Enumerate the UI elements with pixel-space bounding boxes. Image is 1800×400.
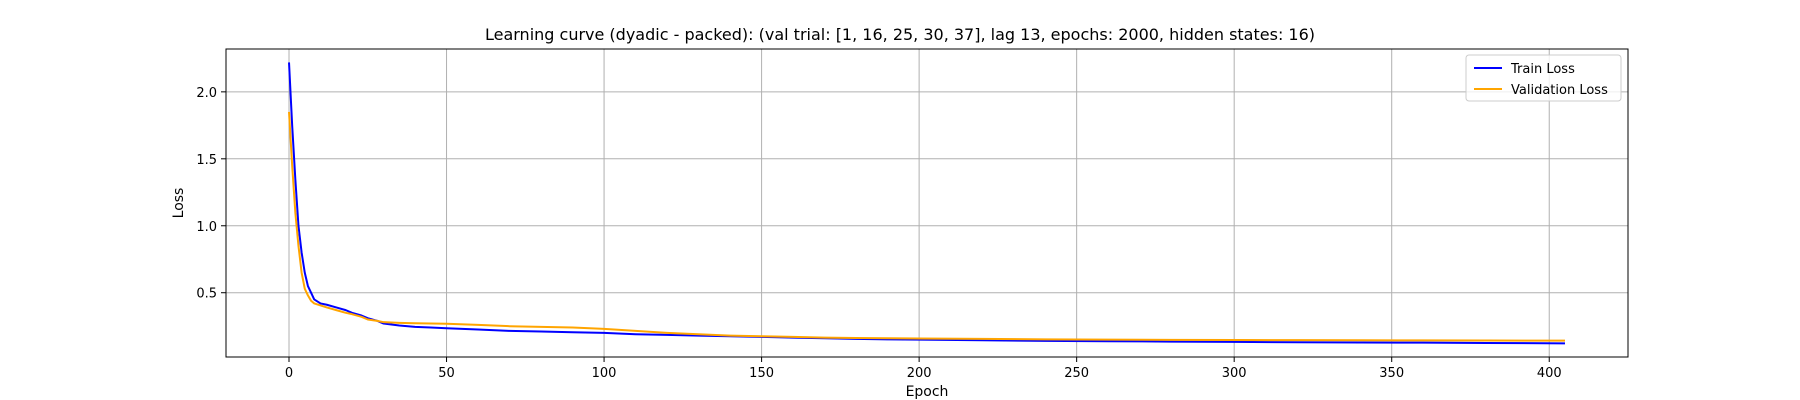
x-tick-label: 400 (1537, 366, 1562, 381)
chart-title: Learning curve (dyadic - packed): (val t… (485, 25, 1315, 44)
plot-frame (225, 48, 1629, 358)
y-tick-label: 1.5 (196, 153, 217, 168)
legend-label: Validation Loss (1511, 83, 1608, 98)
series-line-validation-loss (288, 111, 1565, 342)
x-tick-label: 50 (438, 366, 455, 381)
x-tick-label: 150 (749, 366, 774, 381)
legend-box (1465, 54, 1622, 102)
x-tick-label: 300 (1222, 366, 1247, 381)
x-tick-label: 350 (1379, 366, 1404, 381)
y-tick-label: 2.0 (196, 86, 217, 101)
x-tick-label: 200 (907, 366, 932, 381)
y-tick-label: 1.0 (196, 220, 217, 235)
y-tick-label: 0.5 (196, 287, 217, 302)
x-axis-label: Epoch (906, 384, 949, 400)
grid-lines (226, 49, 1628, 357)
series-lines (288, 62, 1565, 345)
legend: Train Loss Validation Loss (1465, 54, 1622, 102)
y-axis-label: Loss (171, 188, 187, 219)
x-tick-label: 0 (285, 366, 293, 381)
axis-ticks: 0 50 100 150 200 250 300 350 400 0.5 1.0 1.5 2.0 (196, 86, 1561, 381)
x-tick-label: 100 (592, 366, 617, 381)
series-line-train-loss (288, 62, 1565, 345)
legend-label: Train Loss (1510, 62, 1575, 77)
x-tick-label: 250 (1064, 366, 1089, 381)
